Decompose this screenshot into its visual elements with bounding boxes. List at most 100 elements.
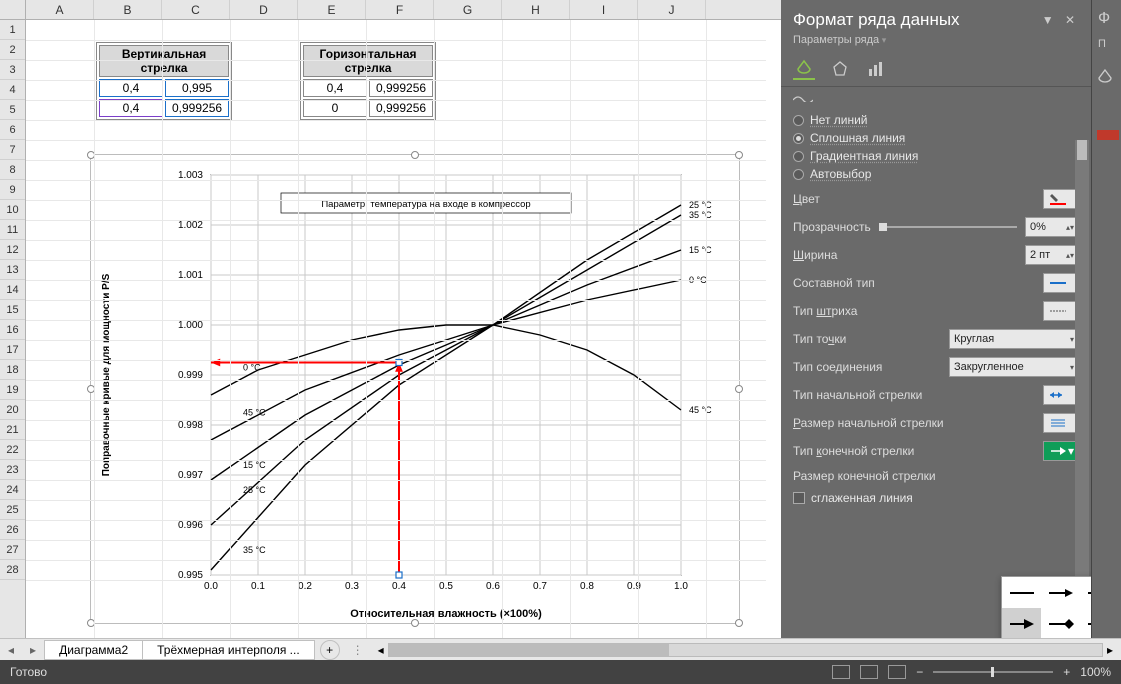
compound-picker[interactable]: ▾: [1043, 273, 1079, 293]
resize-handle[interactable]: [735, 619, 743, 627]
svg-text:15 °C: 15 °C: [689, 245, 712, 255]
resize-handle[interactable]: [411, 151, 419, 159]
sheet-nav-prev[interactable]: ◂: [0, 643, 22, 657]
opacity-slider[interactable]: [879, 226, 1017, 228]
row-25[interactable]: 25: [0, 500, 25, 520]
radio-auto-line[interactable]: Автовыбор: [793, 165, 1079, 183]
begin-size-picker[interactable]: ▾: [1043, 413, 1079, 433]
horizontal-scrollbar[interactable]: ◂▸: [370, 643, 1121, 657]
cell[interactable]: 0,4: [99, 99, 163, 117]
zoom-slider[interactable]: [933, 671, 1053, 673]
row-15[interactable]: 15: [0, 300, 25, 320]
col-J[interactable]: J: [638, 0, 706, 19]
radio-solid-line[interactable]: Сплошная линия: [793, 129, 1079, 147]
width-value[interactable]: 2 пт▴▾: [1025, 245, 1079, 265]
row-18[interactable]: 18: [0, 360, 25, 380]
col-A[interactable]: A: [26, 0, 94, 19]
row-12[interactable]: 12: [0, 240, 25, 260]
row-27[interactable]: 27: [0, 540, 25, 560]
panel-scrollbar[interactable]: [1075, 140, 1089, 600]
row-5[interactable]: 5: [0, 100, 25, 120]
select-all-corner[interactable]: [0, 0, 26, 19]
cell[interactable]: 0,999256: [369, 99, 433, 117]
cell[interactable]: 0: [303, 99, 367, 117]
cell[interactable]: 0,4: [99, 79, 163, 97]
row-21[interactable]: 21: [0, 420, 25, 440]
zoom-in-button[interactable]: +: [1063, 665, 1070, 679]
svg-text:45 °C: 45 °C: [243, 408, 266, 418]
series-options-tab-icon[interactable]: [865, 58, 887, 80]
svg-text:0.2: 0.2: [298, 581, 312, 592]
row-26[interactable]: 26: [0, 520, 25, 540]
row-6[interactable]: 6: [0, 120, 25, 140]
row-17[interactable]: 17: [0, 340, 25, 360]
smooth-checkbox[interactable]: сглаженная линия: [781, 487, 1091, 509]
zoom-out-button[interactable]: −: [916, 665, 923, 679]
row-4[interactable]: 4: [0, 80, 25, 100]
row-2[interactable]: 2: [0, 40, 25, 60]
dash-picker[interactable]: ▾: [1043, 301, 1079, 321]
row-20[interactable]: 20: [0, 400, 25, 420]
view-break-icon[interactable]: [888, 665, 906, 679]
cell-grid[interactable]: Вертикальная стрелка 0,40,995 0,40,99925…: [26, 20, 766, 640]
col-H[interactable]: H: [502, 0, 570, 19]
color-picker[interactable]: ▾: [1043, 189, 1079, 209]
row-10[interactable]: 10: [0, 200, 25, 220]
cell[interactable]: 0,999256: [165, 99, 229, 117]
arrow-opt-selected[interactable]: [1002, 608, 1041, 639]
cell[interactable]: 0,999256: [369, 79, 433, 97]
row-14[interactable]: 14: [0, 280, 25, 300]
zoom-value[interactable]: 100%: [1080, 665, 1111, 679]
cap-select[interactable]: Круглая▾: [949, 329, 1079, 349]
row-16[interactable]: 16: [0, 320, 25, 340]
row-24[interactable]: 24: [0, 480, 25, 500]
arrow-opt[interactable]: [1041, 608, 1080, 639]
begin-arrow-picker[interactable]: ▾: [1043, 385, 1079, 405]
sheet-nav-next[interactable]: ▸: [22, 643, 44, 657]
col-G[interactable]: G: [434, 0, 502, 19]
resize-handle[interactable]: [735, 385, 743, 393]
svg-text:Относительная влажность (×100%: Относительная влажность (×100%): [350, 608, 542, 620]
row-23[interactable]: 23: [0, 460, 25, 480]
col-F[interactable]: F: [366, 0, 434, 19]
row-22[interactable]: 22: [0, 440, 25, 460]
panel-dropdown-icon[interactable]: ▼: [1042, 13, 1058, 27]
chart-container[interactable]: 0.00.10.20.30.40.50.60.70.80.91.00.9950.…: [90, 154, 740, 624]
row-8[interactable]: 8: [0, 160, 25, 180]
cell[interactable]: 0,4: [303, 79, 367, 97]
col-B[interactable]: B: [94, 0, 162, 19]
col-C[interactable]: C: [162, 0, 230, 19]
row-11[interactable]: 11: [0, 220, 25, 240]
radio-gradient-line[interactable]: Градиентная линия: [793, 147, 1079, 165]
arrow-opt[interactable]: [1041, 577, 1080, 608]
join-select[interactable]: Закругленное▾: [949, 357, 1079, 377]
col-D[interactable]: D: [230, 0, 298, 19]
radio-no-line[interactable]: Нет линий: [793, 111, 1079, 129]
col-E[interactable]: E: [298, 0, 366, 19]
row-19[interactable]: 19: [0, 380, 25, 400]
view-layout-icon[interactable]: [860, 665, 878, 679]
resize-handle[interactable]: [735, 151, 743, 159]
sheet-tab[interactable]: Трёхмерная интерполя ...: [142, 640, 315, 660]
table-vertical-arrow[interactable]: Вертикальная стрелка 0,40,995 0,40,99925…: [96, 42, 232, 120]
row-7[interactable]: 7: [0, 140, 25, 160]
resize-handle[interactable]: [411, 619, 419, 627]
view-normal-icon[interactable]: [832, 665, 850, 679]
fill-line-tab-icon[interactable]: [793, 58, 815, 80]
opacity-value[interactable]: 0%▴▾: [1025, 217, 1079, 237]
row-3[interactable]: 3: [0, 60, 25, 80]
panel-subtitle[interactable]: Параметры ряда: [781, 34, 1091, 54]
arrow-opt[interactable]: [1002, 577, 1041, 608]
row-13[interactable]: 13: [0, 260, 25, 280]
sheet-tab[interactable]: Диаграмма2: [44, 640, 143, 660]
row-28[interactable]: 28: [0, 560, 25, 580]
panel-close-icon[interactable]: ✕: [1065, 13, 1079, 27]
table-horizontal-arrow[interactable]: Горизонтальная стрелка 0,40,999256 00,99…: [300, 42, 436, 120]
row-9[interactable]: 9: [0, 180, 25, 200]
cell[interactable]: 0,995: [165, 79, 229, 97]
col-I[interactable]: I: [570, 0, 638, 19]
add-sheet-button[interactable]: +: [320, 640, 340, 660]
end-arrow-picker[interactable]: ▾: [1043, 441, 1079, 461]
effects-tab-icon[interactable]: [829, 58, 851, 80]
row-1[interactable]: 1: [0, 20, 25, 40]
